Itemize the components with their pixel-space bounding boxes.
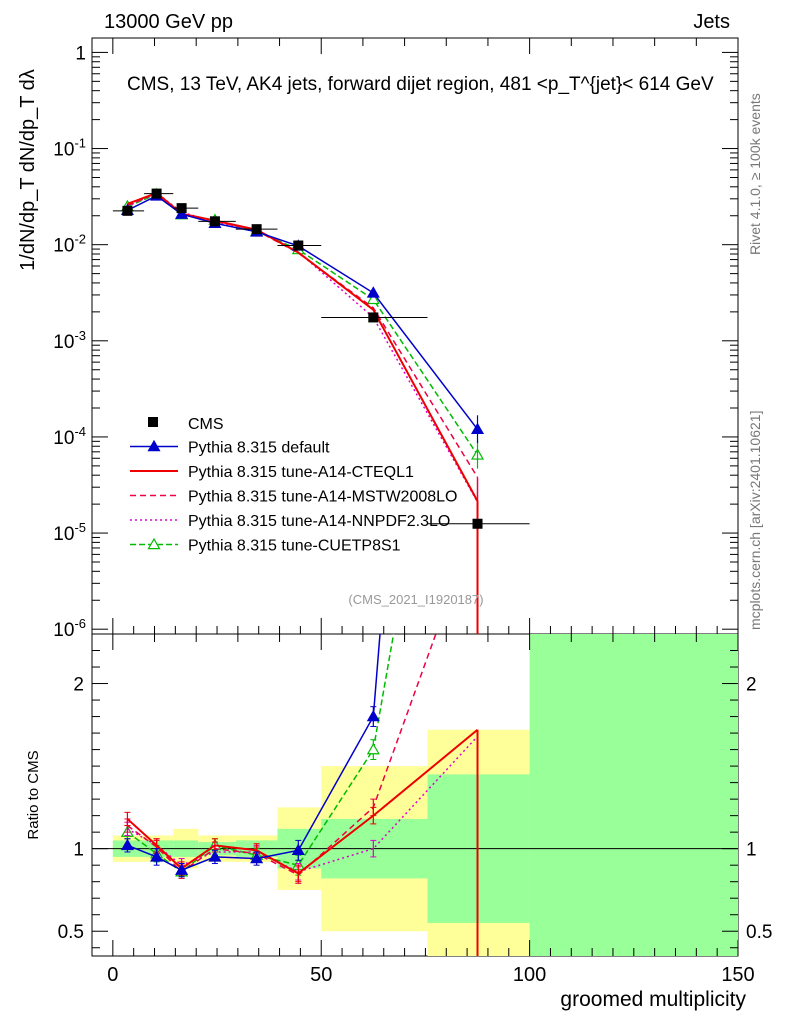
series-line-ratio-1 xyxy=(126,729,479,875)
series-marker-ratio-4 xyxy=(366,742,380,755)
header-left: 13000 GeV pp xyxy=(104,11,233,33)
analysis-tag: (CMS_2021_I1920187) xyxy=(348,592,483,607)
y-tick-label-main: 10-5 xyxy=(53,520,86,545)
y-tick-label-ratio: 2 xyxy=(73,675,84,696)
series-marker-ratio-0 xyxy=(120,838,134,851)
legend-label-3: Pythia 8.315 tune-A14-NNPDF2.3LO xyxy=(188,513,450,530)
chart-title: CMS, 13 TeV, AK4 jets, forward dijet reg… xyxy=(127,74,714,95)
x-tick-label: 150 xyxy=(721,964,754,986)
mcplots-text: mcplots.cern.ch [arXiv:2401.10621] xyxy=(747,411,763,630)
data-point xyxy=(293,240,304,251)
data-point xyxy=(251,224,262,235)
series-marker-ratio-0 xyxy=(208,850,222,862)
y-tick-label-main: 10-1 xyxy=(53,136,86,161)
legend-label-data: CMS xyxy=(188,416,224,433)
series-line-ratio-0 xyxy=(127,634,381,871)
main-data-points xyxy=(112,188,530,529)
data-point xyxy=(472,518,483,529)
series-marker-main-0 xyxy=(366,286,380,298)
legend-label-2: Pythia 8.315 tune-A14-MSTW2008LO xyxy=(188,489,457,506)
y-tick-label-ratio: 1 xyxy=(73,840,84,861)
legend-label-0: Pythia 8.315 default xyxy=(188,440,330,457)
series-marker-ratio-0 xyxy=(366,709,380,722)
legend: CMS Pythia 8.315 default Pythia 8.315 tune… xyxy=(130,416,457,555)
y-tick-label-main: 10-4 xyxy=(53,424,86,449)
y-tick-label-ratio-right: 0.5 xyxy=(746,922,772,943)
series-marker-main-0 xyxy=(175,207,189,219)
series-marker-ratio-0 xyxy=(291,843,305,856)
legend-marker-data xyxy=(148,417,158,427)
y-tick-label-main: 10-6 xyxy=(53,616,86,641)
series-marker-ratio-0 xyxy=(250,851,264,864)
y-tick-label-main: 10-3 xyxy=(53,328,86,353)
y-axis-label-main: 1/dN/dp_T dN/dp_T dλ xyxy=(17,69,39,271)
y-axis-label-ratio: Ratio to CMS xyxy=(25,750,42,839)
y-tick-label-ratio: 0.5 xyxy=(58,922,84,943)
series-line-main-2 xyxy=(127,192,479,478)
chart-title-text: CMS, 13 TeV, AK4 jets, forward dijet reg… xyxy=(127,74,714,95)
x-tick-label: 100 xyxy=(513,964,546,986)
series-marker-ratio-0 xyxy=(150,850,164,862)
x-tick-label: 50 xyxy=(310,964,332,986)
series-line-main-0 xyxy=(127,194,479,430)
data-point xyxy=(122,205,133,216)
legend-label-4: Pythia 8.315 tune-CUETP8S1 xyxy=(188,538,401,555)
y-tick-label-ratio-right: 2 xyxy=(746,675,757,696)
series-marker-ratio-0 xyxy=(175,863,189,875)
x-tick-label: 0 xyxy=(107,964,118,986)
legend-marker-4 xyxy=(147,537,161,550)
legend-marker-0 xyxy=(147,439,161,452)
data-point xyxy=(176,203,187,214)
x-axis-label: groomed multiplicity xyxy=(560,988,746,1011)
data-point xyxy=(209,216,220,227)
rivet-version-text: Rivet 4.1.0, ≥ 100k events xyxy=(747,93,763,255)
header-right: Jets xyxy=(693,11,730,33)
ratio-axes: 0.5 0.5 1 1 2 2 xyxy=(58,650,772,949)
main-series xyxy=(120,187,485,634)
y-tick-label-main: 10-2 xyxy=(53,232,86,257)
y-tick-label-ratio-right: 1 xyxy=(746,840,757,861)
series-line-main-3 xyxy=(127,192,479,503)
main-axes: 10-6 10-5 10-4 10-3 10-2 10-1 1 0 50 100 150 xyxy=(53,38,755,986)
y-tick-label-main: 1 xyxy=(75,43,86,64)
data-point xyxy=(151,188,162,199)
legend-label-1: Pythia 8.315 tune-A14-CTEQL1 xyxy=(188,464,414,481)
series-marker-main-4 xyxy=(366,292,380,305)
ratio-series xyxy=(120,634,479,956)
ratio-bands xyxy=(92,634,738,956)
series-line-ratio-2 xyxy=(126,634,437,876)
series-line-main-4 xyxy=(127,193,479,456)
data-point xyxy=(368,312,379,323)
ratio-band-inner-8 xyxy=(529,634,738,956)
